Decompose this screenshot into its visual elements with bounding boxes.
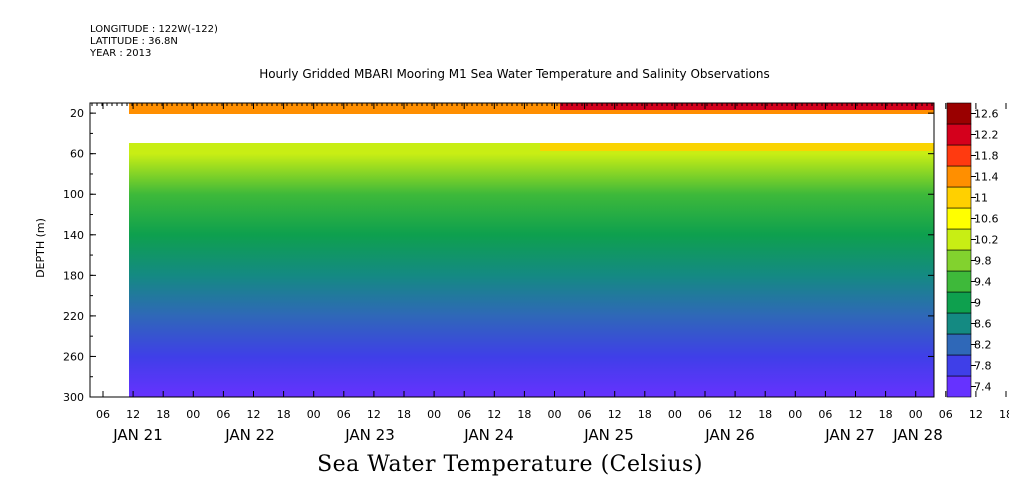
x-hour-label: 18 — [277, 408, 291, 421]
x-day-label: JAN 25 — [583, 426, 634, 444]
x-hour-label: 18 — [638, 408, 652, 421]
x-hour-label: 12 — [126, 408, 140, 421]
colorbar-label: 10.6 — [974, 213, 999, 226]
y-tick-label: 60 — [70, 148, 84, 161]
colorbar-swatch — [946, 228, 972, 251]
colorbar-swatch — [946, 354, 972, 377]
x-hour-label: 18 — [879, 408, 893, 421]
colorbar-swatch — [946, 312, 972, 335]
y-tick-label: 260 — [63, 350, 84, 363]
latitude-label: LATITUDE : 36.8N — [90, 36, 178, 47]
x-hour-label: 00 — [186, 408, 200, 421]
colorbar-label: 11.4 — [974, 171, 999, 184]
x-hour-label: 06 — [96, 408, 110, 421]
colorbar-label: 12.6 — [974, 108, 999, 121]
colorbar-swatch — [946, 123, 972, 146]
x-day-label: JAN 27 — [824, 426, 875, 444]
deep-field — [129, 143, 934, 397]
x-hour-label: 18 — [758, 408, 772, 421]
x-hour-label: 12 — [247, 408, 261, 421]
surface-band — [129, 103, 934, 114]
x-hour-label: 00 — [788, 408, 802, 421]
colorbar-label: 11.8 — [974, 150, 999, 163]
x-hour-label: 06 — [578, 408, 592, 421]
colorbar-swatch — [946, 144, 972, 167]
temperature-field — [129, 103, 934, 397]
y-tick-label: 140 — [63, 229, 84, 242]
x-hour-label: 06 — [698, 408, 712, 421]
colorbar-label: 7.4 — [974, 381, 992, 394]
x-hour-label: 12 — [487, 408, 501, 421]
x-day-label: JAN 24 — [463, 426, 514, 444]
x-hour-label: 00 — [427, 408, 441, 421]
y-tick-label: 300 — [63, 391, 84, 404]
colorbar-label: 9 — [974, 297, 981, 310]
x-hour-label: 18 — [999, 408, 1009, 421]
colorbar-label: 8.6 — [974, 318, 992, 331]
y-tick-label: 180 — [63, 269, 84, 282]
colorbar-swatch — [946, 270, 972, 293]
x-hour-label: 18 — [397, 408, 411, 421]
colorbar-label: 10.2 — [974, 234, 999, 247]
year-label: YEAR : 2013 — [90, 48, 152, 59]
colorbar-swatch — [946, 102, 972, 125]
x-hour-label: 00 — [307, 408, 321, 421]
x-hour-label: 12 — [969, 408, 983, 421]
colorbar-swatch — [946, 291, 972, 314]
colorbar-swatch — [946, 165, 972, 188]
colorbar-swatch — [946, 333, 972, 356]
colorbar-swatch — [946, 207, 972, 230]
colorbar-swatch — [946, 186, 972, 209]
colorbar-swatch — [946, 375, 972, 398]
x-day-label: JAN 28 — [892, 426, 943, 444]
plot-axes: 20 60 100 140 180 220 260 300 06 12 18 00 06 12 18 00 06… — [63, 102, 1009, 444]
x-hour-label: 06 — [457, 408, 471, 421]
surface-warm-band — [560, 103, 934, 110]
x-hour-label: 12 — [849, 408, 863, 421]
chart-title: Hourly Gridded MBARI Mooring M1 Sea Wate… — [259, 67, 770, 81]
warm-layer — [540, 143, 934, 151]
y-tick-label: 220 — [63, 310, 84, 323]
x-hour-label: 18 — [156, 408, 170, 421]
x-day-label: JAN 26 — [704, 426, 755, 444]
y-tick-label: 20 — [70, 107, 84, 120]
x-hour-label: 12 — [367, 408, 381, 421]
x-hour-label: 18 — [517, 408, 531, 421]
colorbar-label: 7.8 — [974, 360, 992, 373]
colorbar-label: 12.2 — [974, 129, 999, 142]
x-day-label: JAN 22 — [224, 426, 275, 444]
colorbar-label: 8.2 — [974, 339, 992, 352]
x-day-label: JAN 21 — [112, 426, 163, 444]
colorbar: 7.4 7.8 8.2 8.6 9 9.4 9.8 10.2 10.6 11 11.4 11.8 12.… — [946, 102, 999, 398]
x-hour-label: 06 — [939, 408, 953, 421]
longitude-label: LONGITUDE : 122W(-122) — [90, 24, 218, 35]
x-hour-label: 06 — [337, 408, 351, 421]
colorbar-swatch — [946, 249, 972, 272]
x-hour-label: 06 — [818, 408, 832, 421]
colorbar-label: 9.8 — [974, 255, 992, 268]
y-tick-label: 100 — [63, 188, 84, 201]
x-day-label: JAN 23 — [344, 426, 395, 444]
x-hour-label: 12 — [608, 408, 622, 421]
x-hour-label: 00 — [548, 408, 562, 421]
x-hour-label: 06 — [216, 408, 230, 421]
x-axis-label: Sea Water Temperature (Celsius) — [317, 452, 703, 477]
colorbar-label: 9.4 — [974, 276, 992, 289]
colorbar-label: 11 — [974, 192, 988, 205]
x-hour-label: 00 — [909, 408, 923, 421]
x-hour-label: 12 — [728, 408, 742, 421]
x-hour-label: 00 — [668, 408, 682, 421]
